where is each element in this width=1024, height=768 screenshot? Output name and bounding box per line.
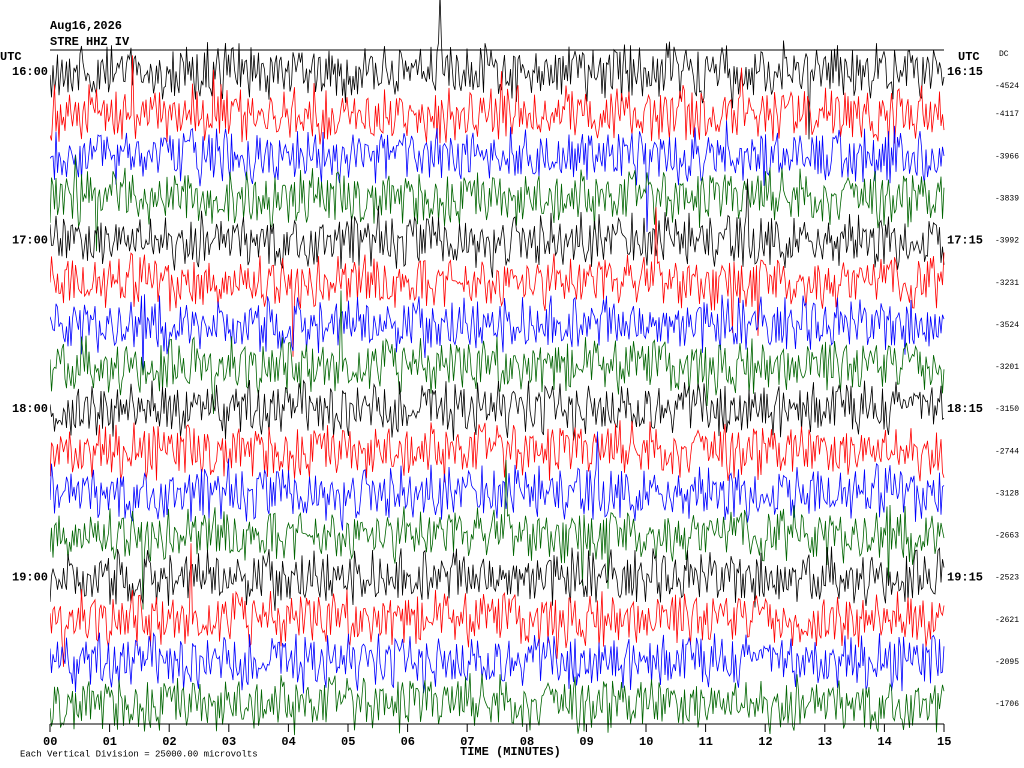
left-axis-title: UTC: [0, 50, 22, 64]
x-tick-label: 10: [639, 735, 653, 749]
trace: [50, 632, 945, 694]
dc-value: -3839: [995, 194, 1019, 203]
trace: [50, 420, 945, 483]
right-time-label: 17:15: [947, 234, 983, 248]
dc-value: -3966: [995, 152, 1019, 161]
traces: [50, 0, 945, 736]
footnote: Each Vertical Division = 25000.00 microv…: [20, 749, 258, 759]
dc-value: -3201: [995, 363, 1019, 372]
dc-value: -2621: [995, 616, 1019, 625]
trace: [50, 543, 945, 667]
trace: [50, 379, 945, 441]
left-time-label: 17:00: [12, 234, 48, 248]
x-tick-label: 11: [699, 735, 713, 749]
dc-value: -4524: [995, 82, 1019, 91]
right-time-label: 16:15: [947, 65, 983, 79]
x-tick-label: 06: [401, 735, 415, 749]
station: STRE HHZ IV: [50, 35, 130, 49]
dc-value: -2095: [995, 658, 1019, 667]
dc-value: -3128: [995, 489, 1019, 498]
date: Aug16,2026: [50, 19, 122, 33]
x-tick-label: 00: [43, 735, 57, 749]
right-time-label: 18:15: [947, 402, 983, 416]
dc-value: -3992: [995, 237, 1019, 246]
trace: [50, 290, 945, 415]
trace: [50, 0, 945, 140]
x-tick-label: 09: [579, 735, 593, 749]
x-tick-label: 08: [520, 735, 534, 749]
left-time-label: 16:00: [12, 65, 48, 79]
x-tick-label: 05: [341, 735, 355, 749]
trace: [50, 431, 945, 531]
dc-value: -3524: [995, 321, 1019, 330]
trace: [50, 459, 945, 610]
dc-value: -3231: [995, 279, 1019, 288]
dc-value: -3150: [995, 405, 1019, 414]
x-axis-title: TIME (MINUTES): [460, 745, 561, 759]
x-tick-label: 01: [103, 735, 117, 749]
x-tick-label: 02: [162, 735, 176, 749]
dc-value: -2523: [995, 574, 1019, 583]
dc-title: DC: [999, 50, 1009, 59]
dc-value: -4117: [995, 110, 1019, 119]
x-tick-label: 07: [460, 735, 474, 749]
dc-value: -1706: [995, 700, 1019, 709]
trace: [50, 546, 945, 611]
x-tick-label: 12: [758, 735, 772, 749]
right-time-label: 19:15: [947, 571, 983, 585]
trace: [50, 673, 945, 736]
x-tick-label: 13: [818, 735, 832, 749]
x-tick-label: 15: [937, 735, 951, 749]
trace: [50, 155, 945, 252]
trace: [50, 207, 945, 357]
trace: [50, 55, 945, 145]
left-time-label: 19:00: [12, 571, 48, 585]
x-tick-label: 04: [281, 735, 295, 749]
x-tick-label: 14: [877, 735, 891, 749]
left-time-label: 18:00: [12, 402, 48, 416]
x-tick-label: 03: [222, 735, 236, 749]
trace: [50, 178, 945, 278]
dc-value: -2663: [995, 532, 1019, 541]
dc-value: -2744: [995, 447, 1019, 456]
trace: [50, 120, 945, 232]
right-axis-title: UTC: [958, 50, 980, 64]
